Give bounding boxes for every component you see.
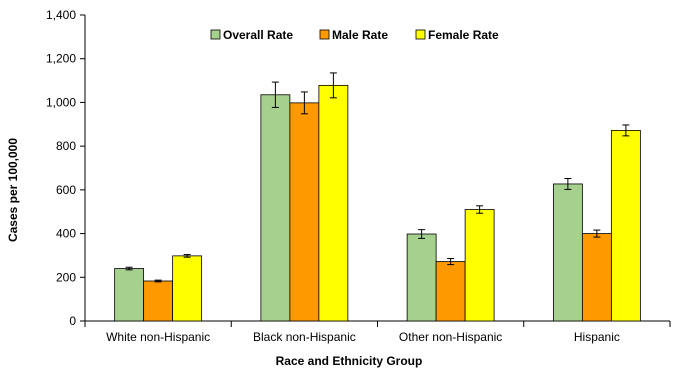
legend-swatch-female-rate [415, 29, 426, 40]
y-tick-label: 800 [56, 139, 76, 153]
legend-label: Male Rate [332, 28, 388, 42]
bar-overall-rate [552, 183, 583, 322]
legend-swatch-overall-rate [210, 29, 221, 40]
y-tick-label: 1,400 [46, 8, 76, 22]
y-axis-title: Cases per 100,000 [6, 138, 20, 242]
bar-female-rate [610, 130, 641, 322]
bar-male-rate [289, 102, 320, 322]
y-tick-label: 200 [56, 270, 76, 284]
y-tick-label: 0 [69, 314, 76, 328]
legend-label: Female Rate [428, 28, 499, 42]
bar-female-rate [318, 84, 349, 322]
bar-male-rate [143, 280, 174, 322]
x-tick-label: Black non-Hispanic [253, 330, 356, 344]
bar-male-rate [435, 261, 466, 322]
y-tick-label: 1,000 [46, 95, 76, 109]
bar-overall-rate [260, 94, 291, 322]
x-axis-title: Race and Ethnicity Group [276, 354, 423, 368]
x-tick-label: Other non-Hispanic [399, 330, 502, 344]
bar-overall-rate [406, 233, 437, 322]
x-tick-label: White non-Hispanic [106, 330, 210, 344]
x-tick-label: Hispanic [574, 330, 620, 344]
legend: Overall Rate Male Rate Female Rate [210, 28, 499, 42]
plot-area: 0 200 400 600 800 1,000 1,200 1,400 White non-Hi… [46, 8, 671, 344]
y-tick-label: 400 [56, 227, 76, 241]
bar-overall-rate [114, 268, 145, 322]
y-tick-label: 1,200 [46, 52, 76, 66]
bar-female-rate [172, 255, 203, 322]
bar-male-rate [581, 233, 612, 322]
legend-label: Overall Rate [223, 28, 293, 42]
bar-female-rate [464, 209, 495, 322]
y-tick-label: 600 [56, 183, 76, 197]
legend-swatch-male-rate [319, 29, 330, 40]
